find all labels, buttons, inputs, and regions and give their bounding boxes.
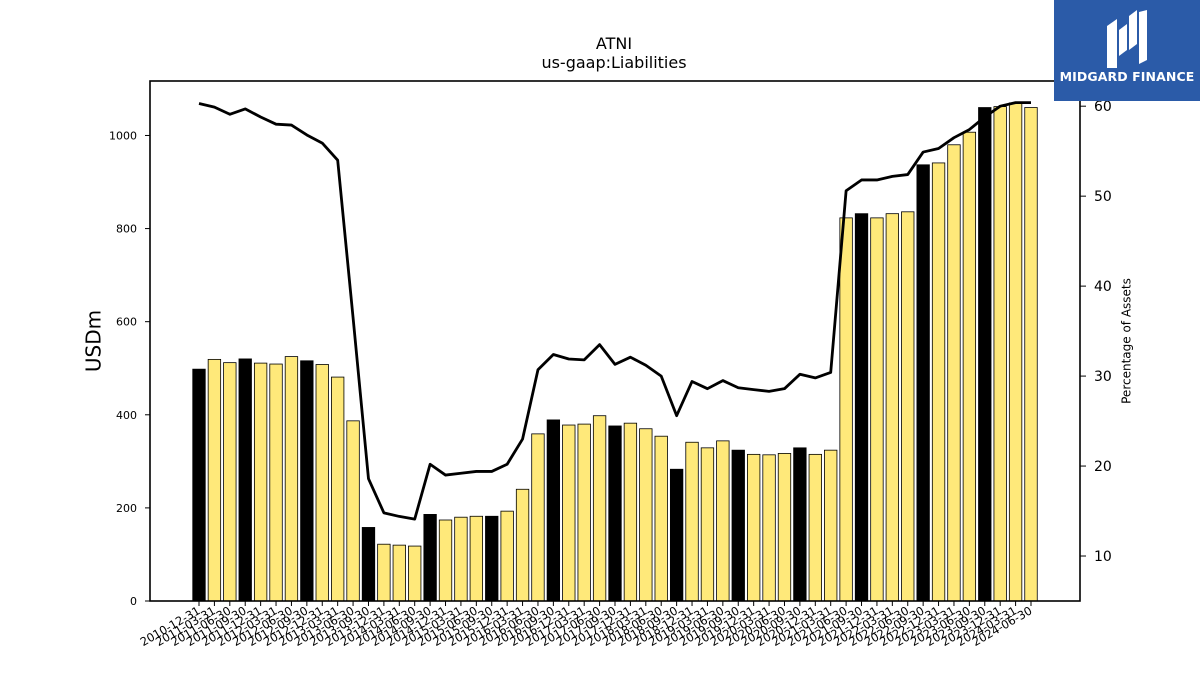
bar (639, 428, 653, 602)
bar (685, 441, 699, 602)
y-tick-label: 0 (130, 595, 137, 608)
y-axis-label: USDm (82, 310, 106, 372)
bar (762, 454, 776, 602)
bar (731, 449, 745, 602)
left-axis: 0 200 400 600 800 1000 (109, 129, 150, 608)
y2-axis-label: Percentage of Assets (1120, 278, 1134, 404)
bar (454, 516, 468, 602)
bar (700, 447, 715, 602)
y2-tick-label: 40 (1094, 279, 1112, 295)
bar (962, 131, 977, 602)
bar (408, 545, 422, 602)
bar (346, 420, 360, 602)
bar (747, 453, 761, 602)
bar (207, 358, 222, 602)
bar (438, 519, 453, 602)
bar (1008, 102, 1023, 602)
bar (423, 514, 437, 602)
bar (1024, 107, 1038, 602)
brand-name: MIDGARD FINANCE (1059, 69, 1195, 84)
bar (238, 358, 252, 602)
bar (253, 362, 268, 602)
brand-logo: MIDGARD FINANCE (1054, 0, 1200, 101)
bar (931, 162, 946, 602)
bar (531, 433, 545, 602)
bar (669, 468, 684, 602)
y-tick-label: 400 (116, 409, 137, 422)
midgard-logo-icon (1107, 10, 1147, 68)
bar (716, 440, 730, 602)
bar (808, 453, 822, 602)
y2-tick-label: 10 (1094, 549, 1112, 565)
bar (777, 453, 792, 602)
bar (978, 107, 992, 602)
bar (546, 419, 561, 602)
bar (854, 213, 869, 602)
bar (377, 543, 391, 602)
bar-series (192, 102, 1038, 602)
bar (361, 527, 376, 602)
x-axis: 2010-12-312011-03-312011-06-302011-09-30… (138, 601, 1035, 649)
bar (824, 449, 838, 602)
bar (916, 164, 930, 602)
bar (284, 356, 299, 602)
percentage-line (198, 101, 1031, 521)
bar (947, 144, 961, 602)
bar (608, 425, 622, 602)
bar (485, 515, 499, 602)
bar (885, 213, 899, 602)
bar (192, 368, 206, 602)
y2-tick-label: 20 (1094, 459, 1112, 475)
bar (392, 544, 406, 602)
bar (562, 424, 576, 602)
bar (592, 415, 607, 602)
bar (623, 422, 638, 602)
bar (331, 376, 345, 602)
bar (469, 515, 483, 602)
y2-tick-label: 50 (1094, 189, 1112, 205)
bar (223, 362, 237, 602)
bar (577, 423, 591, 602)
bar (500, 510, 514, 602)
bar (315, 364, 329, 602)
y2-tick-label: 60 (1094, 99, 1112, 115)
y-tick-label: 800 (116, 223, 137, 236)
bar (901, 211, 915, 602)
y-tick-label: 600 (116, 316, 137, 329)
y-tick-label: 200 (116, 502, 137, 515)
bar (515, 488, 530, 602)
bar (269, 363, 283, 602)
bar (654, 435, 668, 602)
bar (870, 217, 884, 602)
bar (993, 106, 1007, 602)
bar (839, 217, 853, 602)
chart-title: ATNI (596, 34, 632, 53)
y2-tick-label: 30 (1094, 369, 1112, 385)
y-tick-label: 1000 (109, 129, 137, 142)
right-axis: 10 20 30 40 50 60 (1080, 99, 1112, 565)
chart-subtitle: us-gaap:Liabilities (541, 53, 686, 72)
bar (300, 360, 314, 602)
bar (793, 447, 807, 602)
